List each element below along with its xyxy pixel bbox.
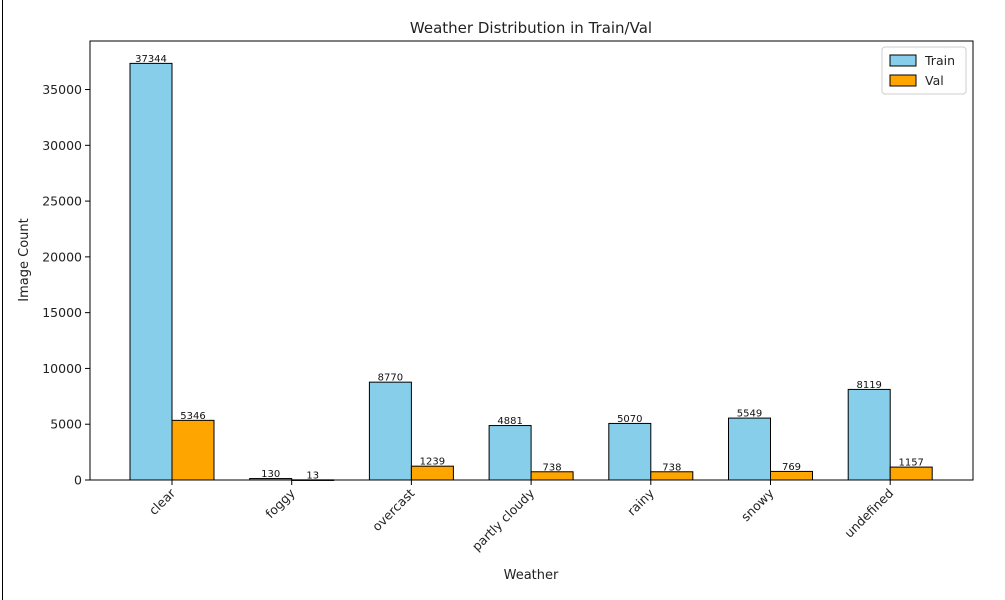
legend-label-val: Val xyxy=(925,73,944,88)
x-tick-label: partly cloudy xyxy=(469,485,538,554)
plot-frame xyxy=(89,40,974,481)
y-tick-label: 30000 xyxy=(42,138,82,153)
data-label-val-snowy: 769 xyxy=(782,462,801,473)
x-tick-label: overcast xyxy=(369,485,418,534)
legend: Train Val xyxy=(881,46,967,95)
data-label-val-overcast: 1239 xyxy=(420,457,445,468)
bar-train-undefined xyxy=(847,388,891,481)
data-label-train-partly-cloudy: 4881 xyxy=(497,416,522,427)
y-tick-label: 10000 xyxy=(42,361,82,376)
y-tick-label: 25000 xyxy=(42,194,82,209)
x-tick-label: rainy xyxy=(624,485,657,518)
plot-area: 37344 130 8770 4881 5070 5549 8119 5346 13 1239 73… xyxy=(42,40,974,554)
x-axis-label: Weather xyxy=(504,568,559,583)
y-tick-label: 0 xyxy=(74,473,82,488)
y-tick-label: 15000 xyxy=(42,305,82,320)
data-label-val-partly-cloudy: 738 xyxy=(543,462,562,473)
data-label-val-rainy: 738 xyxy=(662,462,681,473)
data-label-train-foggy: 130 xyxy=(261,469,280,480)
x-tick-label: foggy xyxy=(262,485,298,521)
data-label-val-foggy: 13 xyxy=(306,470,319,481)
data-label-val-undefined: 1157 xyxy=(898,458,923,469)
x-tick-label: snowy xyxy=(738,485,777,524)
bar-train-overcast xyxy=(368,381,412,481)
legend-swatch-train xyxy=(889,54,917,67)
legend-swatch-val xyxy=(889,74,917,87)
bar-val-undefined xyxy=(889,466,933,481)
x-tick-label: clear xyxy=(146,485,179,518)
data-label-train-snowy: 5549 xyxy=(737,409,762,420)
data-label-train-rainy: 5070 xyxy=(617,414,642,425)
bar-val-clear xyxy=(171,419,215,481)
y-tick-label: 5000 xyxy=(50,417,82,432)
bar-train-clear xyxy=(129,62,173,481)
y-tick-label: 20000 xyxy=(42,249,82,264)
legend-label-train: Train xyxy=(924,53,955,68)
chart-title: Weather Distribution in Train/Val xyxy=(410,19,652,37)
x-tick-label: undefined xyxy=(841,486,896,541)
data-label-train-clear: 37344 xyxy=(135,54,167,65)
left-border-line xyxy=(2,0,3,600)
bar-train-rainy xyxy=(608,422,652,481)
data-label-train-undefined: 8119 xyxy=(856,380,881,391)
bar-train-snowy xyxy=(728,417,771,481)
bar-train-partly-cloudy xyxy=(488,425,532,481)
data-label-val-clear: 5346 xyxy=(180,411,205,422)
data-label-train-overcast: 8770 xyxy=(378,373,403,384)
bar-val-overcast xyxy=(410,465,454,481)
y-axis-label: Image Count xyxy=(17,218,32,301)
y-tick-label: 35000 xyxy=(42,82,82,97)
